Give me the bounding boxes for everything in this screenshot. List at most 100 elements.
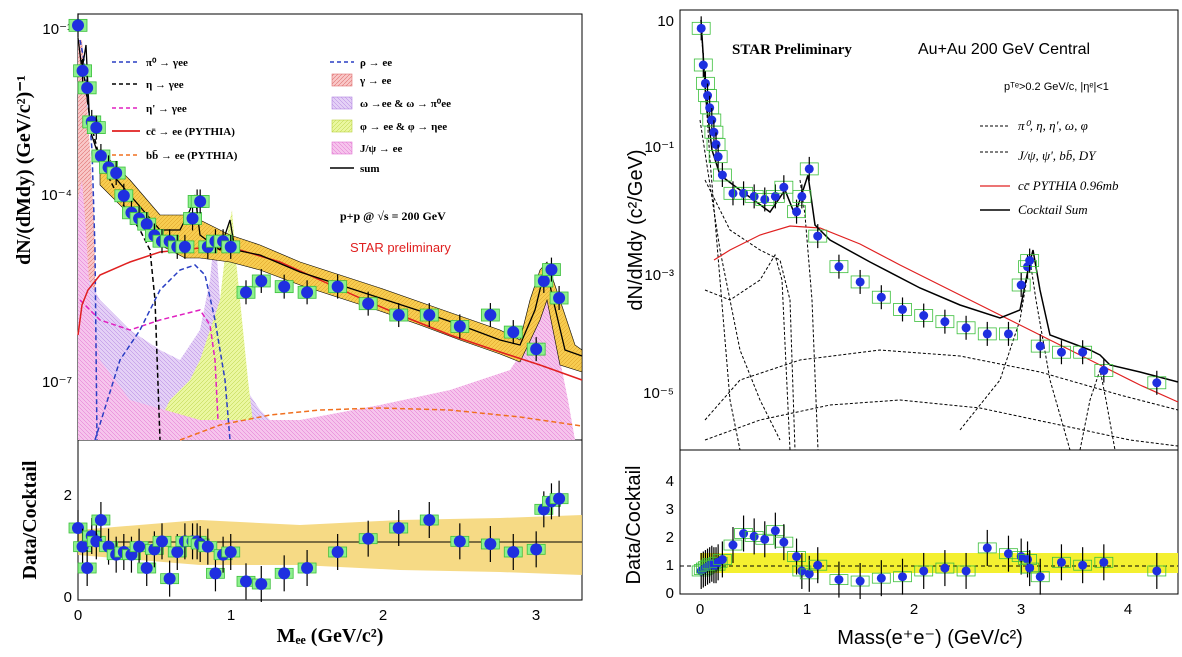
left-ratio-point xyxy=(163,572,176,585)
right-ratio-tick-0: 0 xyxy=(666,585,674,602)
legend-label-eta: η → γee xyxy=(146,79,184,91)
right-data-point xyxy=(813,231,823,241)
left-ratio-point xyxy=(81,562,94,574)
right-data-point xyxy=(703,91,713,101)
right-data-point xyxy=(919,311,929,321)
right-ratio-point xyxy=(855,576,865,586)
ccbar-pythia-curve xyxy=(713,225,1179,403)
energy-annotation: p+p @ √s = 200 GeV xyxy=(340,209,446,223)
right-data-point xyxy=(717,170,727,180)
kinematic-cut-label: pᵀᵉ>0.2 GeV/c, |ηᵉ|<1 xyxy=(1004,81,1109,93)
right-data-point xyxy=(898,304,908,314)
left-data-point xyxy=(140,218,153,231)
right-y-tick-1e-1: 10⁻¹ xyxy=(644,139,674,156)
etaprime-dalitz-curve xyxy=(79,299,219,421)
left-ratio-point xyxy=(72,522,84,534)
star-preliminary-label: STAR preliminary xyxy=(350,240,451,255)
right-ratio-point xyxy=(961,566,971,576)
left-x-axis-label: Mₑₑ (GeV/c²) xyxy=(277,625,384,647)
left-ratio-point xyxy=(331,546,344,558)
left-panel: π⁰ → γee η → γee η' → γee cc̄ → ee (PYTH… xyxy=(13,13,583,647)
right-ratio-point xyxy=(919,566,929,576)
left-data-point xyxy=(331,280,344,293)
right-data-point xyxy=(709,127,719,137)
left-ratio-point xyxy=(362,532,375,545)
left-ratio-point xyxy=(94,514,107,526)
left-ratio-point xyxy=(278,567,291,580)
component-curve-7 xyxy=(959,259,1071,451)
legend-label-phi: φ → ee & φ → ηee xyxy=(360,121,447,133)
right-data-point xyxy=(876,292,886,302)
left-data-point xyxy=(507,326,520,339)
right-data-point xyxy=(1056,347,1066,357)
left-data-point xyxy=(484,309,497,322)
left-data-point xyxy=(392,309,405,322)
right-ratio-point xyxy=(1035,572,1045,582)
left-ratio-point xyxy=(553,492,566,505)
right-data-point xyxy=(739,188,749,198)
right-data-point xyxy=(728,188,738,198)
left-data-point xyxy=(117,189,130,202)
right-ratio-point xyxy=(876,573,886,583)
right-ratio-point xyxy=(1003,549,1013,559)
collision-system-title: Au+Au 200 GeV Central xyxy=(918,41,1090,58)
right-ratio-point xyxy=(760,534,770,544)
left-ratio-point xyxy=(156,535,168,548)
right-data-point xyxy=(1025,256,1035,266)
legend-label-light-mesons: π⁰, η, η', ω, φ xyxy=(1018,118,1088,133)
left-y-axis-label: dN/(dMdy) (GeV/c²)⁻¹ xyxy=(13,75,35,265)
right-data-point xyxy=(961,323,971,333)
right-data-point xyxy=(797,191,807,201)
right-y-tick-10: 10 xyxy=(657,13,674,30)
star-preliminary-title: STAR Preliminary xyxy=(732,42,852,58)
right-ratio-point xyxy=(779,537,789,547)
right-ratio-point xyxy=(1056,557,1066,567)
legend-label-ccbar-pythia: cc̄ PYTHIA 0.96mb xyxy=(1018,178,1119,193)
right-x-axis-label: Mass(e⁺e⁻) (GeV/c²) xyxy=(837,627,1023,649)
left-ratio-point xyxy=(530,543,543,556)
legend-label-rho: ρ → ee xyxy=(360,57,392,69)
left-data-point xyxy=(423,309,436,322)
right-x-tick-1: 1 xyxy=(803,601,811,618)
left-data-point xyxy=(530,343,543,356)
component-curve-3 xyxy=(704,253,791,451)
right-ratio-point xyxy=(834,575,844,585)
left-ratio-point xyxy=(133,540,146,553)
legend-label-omega: ω →ee & ω → π⁰ee xyxy=(360,98,451,110)
legend-label-sum: sum xyxy=(360,163,380,175)
sum-systematic-band xyxy=(99,149,583,373)
right-data-point xyxy=(770,191,780,201)
component-curve-4 xyxy=(799,179,819,451)
left-data-point xyxy=(362,297,375,310)
left-data-point xyxy=(178,240,191,253)
right-ratio-point xyxy=(749,531,759,541)
right-data-point xyxy=(1016,280,1026,290)
left-data-point xyxy=(90,121,103,134)
left-ratio-band xyxy=(78,515,582,575)
left-data-point xyxy=(537,274,550,287)
left-ratio-point xyxy=(76,540,89,553)
left-data-point xyxy=(453,320,466,333)
left-data-point xyxy=(94,150,107,162)
right-data-point xyxy=(700,78,710,88)
phi-fill xyxy=(150,210,255,440)
left-component-fills xyxy=(78,40,575,440)
data-markers xyxy=(68,13,1167,602)
right-data-point xyxy=(834,262,844,272)
left-x-tick-3: 3 xyxy=(532,607,540,624)
right-data-point xyxy=(696,23,706,33)
left-ratio-point xyxy=(392,522,405,534)
right-y-tick-1e-5: 10⁻⁵ xyxy=(643,385,674,402)
right-y-axis-label: dN/dMdy (c²/GeV) xyxy=(625,149,647,310)
left-data-point xyxy=(81,81,94,94)
left-ratio-tick-2: 2 xyxy=(64,487,72,504)
right-data-point xyxy=(1099,366,1109,376)
right-data-point xyxy=(855,277,865,287)
right-ratio-point xyxy=(1152,566,1162,576)
left-x-tick-0: 0 xyxy=(74,607,82,624)
right-ratio-point xyxy=(898,572,908,582)
bbbar-curve xyxy=(179,407,583,441)
left-data-point xyxy=(110,167,123,180)
component-curve-8 xyxy=(1079,368,1116,451)
right-ratio-y-axis-label: Data/Cocktail xyxy=(623,466,645,585)
